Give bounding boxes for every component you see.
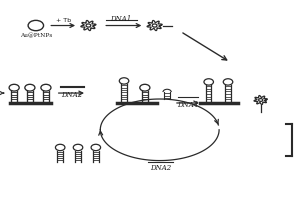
Text: DNA4: DNA4 — [177, 101, 199, 109]
Text: DNA2: DNA2 — [150, 164, 171, 172]
Text: + Tb: + Tb — [56, 18, 71, 23]
Text: Au@PtNPs: Au@PtNPs — [20, 33, 52, 39]
Text: DNA1: DNA1 — [110, 15, 132, 23]
Text: DNA2: DNA2 — [61, 91, 83, 99]
